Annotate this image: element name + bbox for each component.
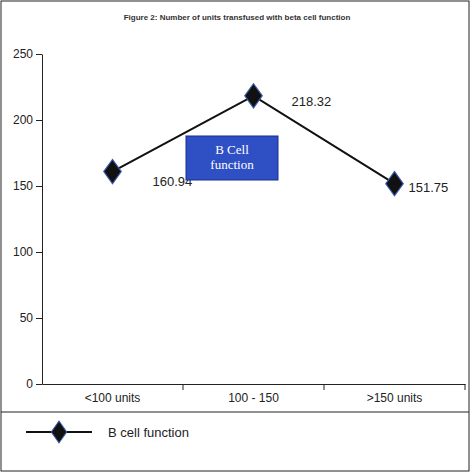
y-tick-mark [36, 186, 42, 187]
y-tick-label: 200 [13, 113, 33, 127]
x-axis: <100 units 100 - 150 >150 units [43, 384, 466, 405]
data-label: 151.75 [409, 180, 449, 195]
annotation-box [186, 136, 278, 180]
title: Figure 2: Number of units transfused wit… [124, 13, 351, 22]
legend-label: B cell function [108, 425, 189, 440]
chart: Figure 2: Number of units transfused wit… [0, 0, 474, 474]
category-separator [465, 384, 466, 390]
y-tick-mark [36, 318, 42, 319]
y-tick-mark [36, 120, 42, 121]
marker [386, 172, 404, 196]
y-tick: 150 [13, 179, 42, 193]
legend-item: B cell function [26, 421, 189, 443]
y-tick: 50 [20, 311, 42, 325]
legend-separator [1, 412, 469, 413]
y-tick-label: 0 [26, 377, 33, 391]
y-tick-label: 250 [13, 47, 33, 61]
category-separator [324, 384, 325, 390]
y-axis: 0 50 100 150 200 250 [13, 47, 43, 391]
y-tick-label: 150 [13, 179, 33, 193]
x-tick: 100 - 150 [228, 384, 279, 405]
y-tick-label: 50 [20, 311, 34, 325]
series-line [113, 96, 395, 184]
y-tick: 0 [26, 377, 42, 391]
legend-marker [51, 421, 66, 443]
x-tick: <100 units [85, 384, 141, 405]
y-tick-mark [36, 252, 42, 253]
frame [1, 1, 469, 471]
y-tick: 200 [13, 113, 42, 127]
category-separator [183, 384, 184, 390]
y-tick: 100 [13, 245, 42, 259]
y-tick-mark [36, 384, 42, 385]
marker [104, 159, 122, 183]
y-tick-label: 100 [13, 245, 33, 259]
x-tick: >150 units [367, 384, 423, 405]
y-tick: 250 [13, 47, 42, 61]
x-tick-label: <100 units [85, 391, 141, 405]
x-tick-label: >150 units [367, 391, 423, 405]
marker [245, 84, 263, 108]
y-axis-line [42, 55, 43, 385]
annotation: B Cellfunction [210, 142, 254, 172]
data-label: 218.32 [292, 94, 332, 109]
plot-area [104, 84, 404, 196]
y-tick-mark [36, 54, 42, 55]
x-tick-label: 100 - 150 [228, 391, 279, 405]
x-axis-line [43, 384, 466, 385]
